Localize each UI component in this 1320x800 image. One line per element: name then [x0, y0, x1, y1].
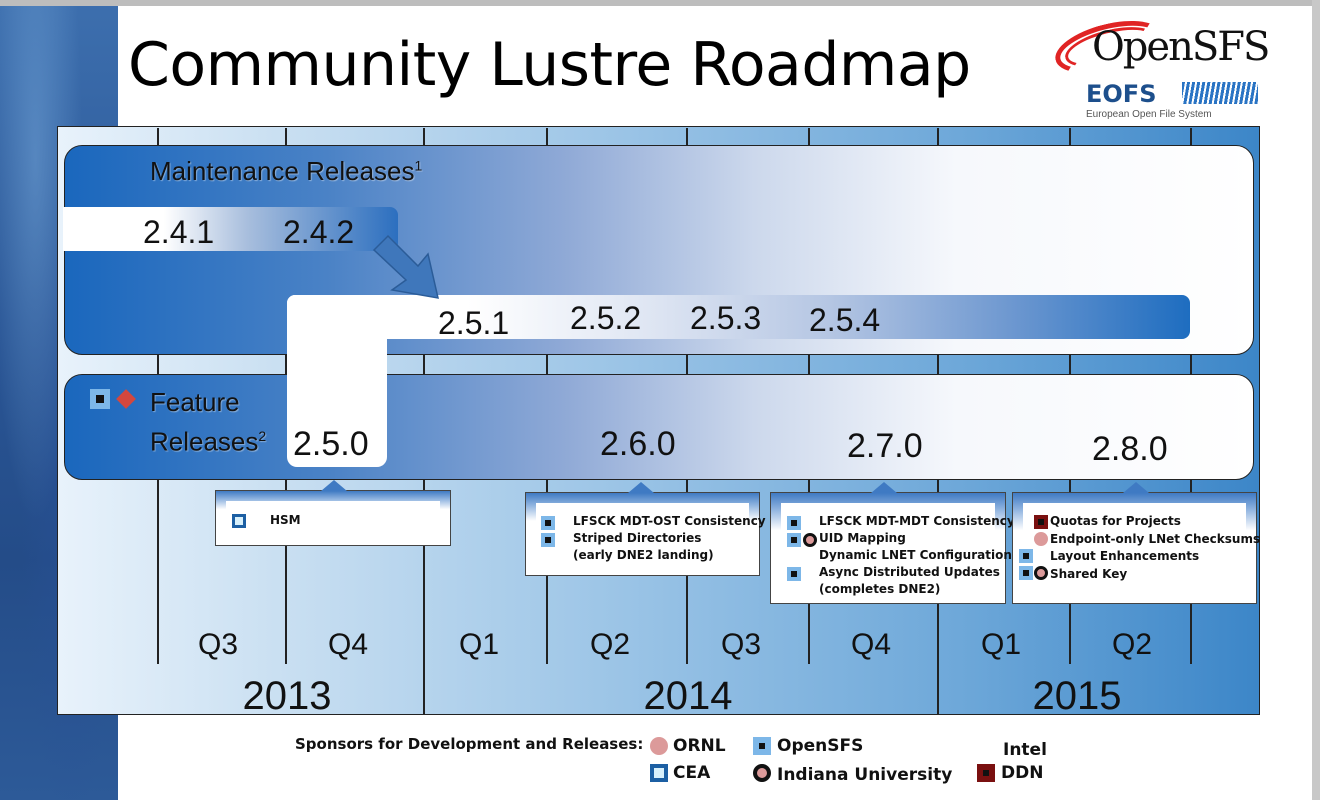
- callout-body: [1023, 503, 1246, 603]
- feature-item: Shared Key: [1050, 567, 1128, 581]
- sponsor-intel: Intel: [1003, 740, 1047, 760]
- sponsor-indiana-university: Indiana University: [777, 765, 953, 785]
- opensfs-icon: [1019, 566, 1033, 580]
- release-2-5-4: 2.5.4: [809, 302, 881, 338]
- intel-diamond-icon: [116, 389, 136, 409]
- release-2-8-0: 2.8.0: [1092, 430, 1168, 468]
- indiana-university-icon: [753, 764, 771, 782]
- quarter-label: Q1: [980, 628, 1022, 661]
- ddn-icon: [1034, 515, 1048, 529]
- release-2-7-0: 2.7.0: [847, 427, 923, 465]
- slide-border: [1312, 0, 1320, 800]
- feature-label-line1: Feature: [150, 387, 240, 417]
- quarter-label: Q3: [720, 628, 762, 661]
- feature-releases-label: Feature Releases2: [150, 385, 266, 459]
- sponsor-ddn: DDN: [1001, 763, 1044, 783]
- callout-body: [536, 503, 749, 575]
- quarter-label: Q2: [589, 628, 631, 661]
- year-label-2014: 2014: [643, 674, 733, 718]
- eofs-logo-text: EOFS: [1086, 80, 1157, 108]
- footnote-2: 2: [258, 428, 267, 444]
- footnote-1: 1: [414, 157, 423, 174]
- slide-title: Community Lustre Roadmap: [128, 30, 971, 100]
- sponsor-ornl: ORNL: [673, 736, 726, 756]
- feature-releases-band: [64, 374, 1254, 480]
- release-2-5-1: 2.5.1: [438, 305, 510, 341]
- cea-icon: [650, 764, 668, 782]
- release-2-4-1: 2.4.1: [143, 214, 215, 250]
- feature-item: LFSCK MDT-MDT Consistency: [819, 514, 1015, 528]
- feature-item: LFSCK MDT-OST Consistency: [573, 514, 766, 528]
- release-2-5-0: 2.5.0: [293, 425, 369, 463]
- quarter-label: Q3: [197, 628, 239, 661]
- feature-item: Dynamic LNET Configuration: [819, 548, 1012, 562]
- quarter-label: Q2: [1111, 628, 1153, 661]
- year-label-2015: 2015: [1032, 674, 1122, 718]
- maintenance-label-text: Maintenance Releases: [150, 156, 415, 186]
- quarter-label: Q4: [327, 628, 369, 661]
- opensfs-icon: [787, 533, 801, 547]
- release-2-6-0: 2.6.0: [600, 425, 676, 463]
- feature-item: Striped Directories: [573, 531, 702, 545]
- opensfs-square-icon: [90, 389, 110, 409]
- feature-label-line2: Releases: [150, 426, 259, 457]
- indiana-university-icon: [1034, 566, 1048, 580]
- callout-2-5-0: [215, 480, 451, 546]
- opensfs-logo-text: OpenSFS: [1092, 24, 1270, 70]
- feature-sponsor-icons: [90, 389, 136, 409]
- ornl-icon: [1034, 532, 1048, 546]
- indiana-university-icon: [803, 533, 817, 547]
- eofs-subtitle: European Open File System: [1086, 109, 1212, 120]
- opensfs-icon: [541, 533, 555, 547]
- feature-item: (completes DNE2): [819, 582, 941, 596]
- callout-2-8-0: [1012, 482, 1257, 604]
- callout-body: [781, 503, 995, 603]
- arrow-icon: [372, 234, 439, 299]
- callout-body: [226, 501, 440, 545]
- opensfs-eofs-logo: OpenSFS EOFS European Open File System: [1050, 11, 1270, 123]
- opensfs-icon: [541, 516, 555, 530]
- release-2-5-bar: [287, 295, 1190, 339]
- feature-item: UID Mapping: [819, 531, 906, 545]
- release-2-5-3: 2.5.3: [690, 300, 762, 336]
- ddn-icon: [977, 764, 995, 782]
- release-2-5-2: 2.5.2: [570, 300, 642, 336]
- opensfs-icon: [787, 516, 801, 530]
- quarter-label: Q1: [458, 628, 500, 661]
- feature-item-hsm: HSM: [270, 513, 301, 527]
- opensfs-icon: [787, 567, 801, 581]
- opensfs-icon: [753, 737, 771, 755]
- feature-item: (early DNE2 landing): [573, 548, 714, 562]
- cea-icon: [232, 514, 246, 528]
- year-label-2013: 2013: [242, 674, 332, 718]
- sponsors-heading: Sponsors for Development and Releases:: [295, 735, 644, 753]
- quarter-label: Q4: [850, 628, 892, 661]
- opensfs-icon: [1019, 549, 1033, 563]
- eofs-bars-icon: [1182, 82, 1258, 104]
- maintenance-releases-label: Maintenance Releases1: [150, 156, 422, 187]
- release-2-4-bar: [63, 207, 398, 251]
- sponsor-opensfs: OpenSFS: [777, 736, 864, 756]
- callout-2-7-0: [770, 482, 1006, 604]
- feature-item: Quotas for Projects: [1050, 514, 1181, 528]
- callout-2-6-0: [525, 482, 760, 576]
- feature-item: Layout Enhancements: [1050, 549, 1200, 563]
- slide-border: [0, 0, 1320, 6]
- feature-item: Endpoint-only LNet Checksums: [1050, 532, 1261, 546]
- sponsor-cea: CEA: [673, 763, 711, 783]
- release-2-5-0-box: [287, 295, 387, 467]
- release-2-4-2: 2.4.2: [283, 214, 355, 250]
- ornl-icon: [650, 737, 668, 755]
- feature-item: Async Distributed Updates: [819, 565, 1000, 579]
